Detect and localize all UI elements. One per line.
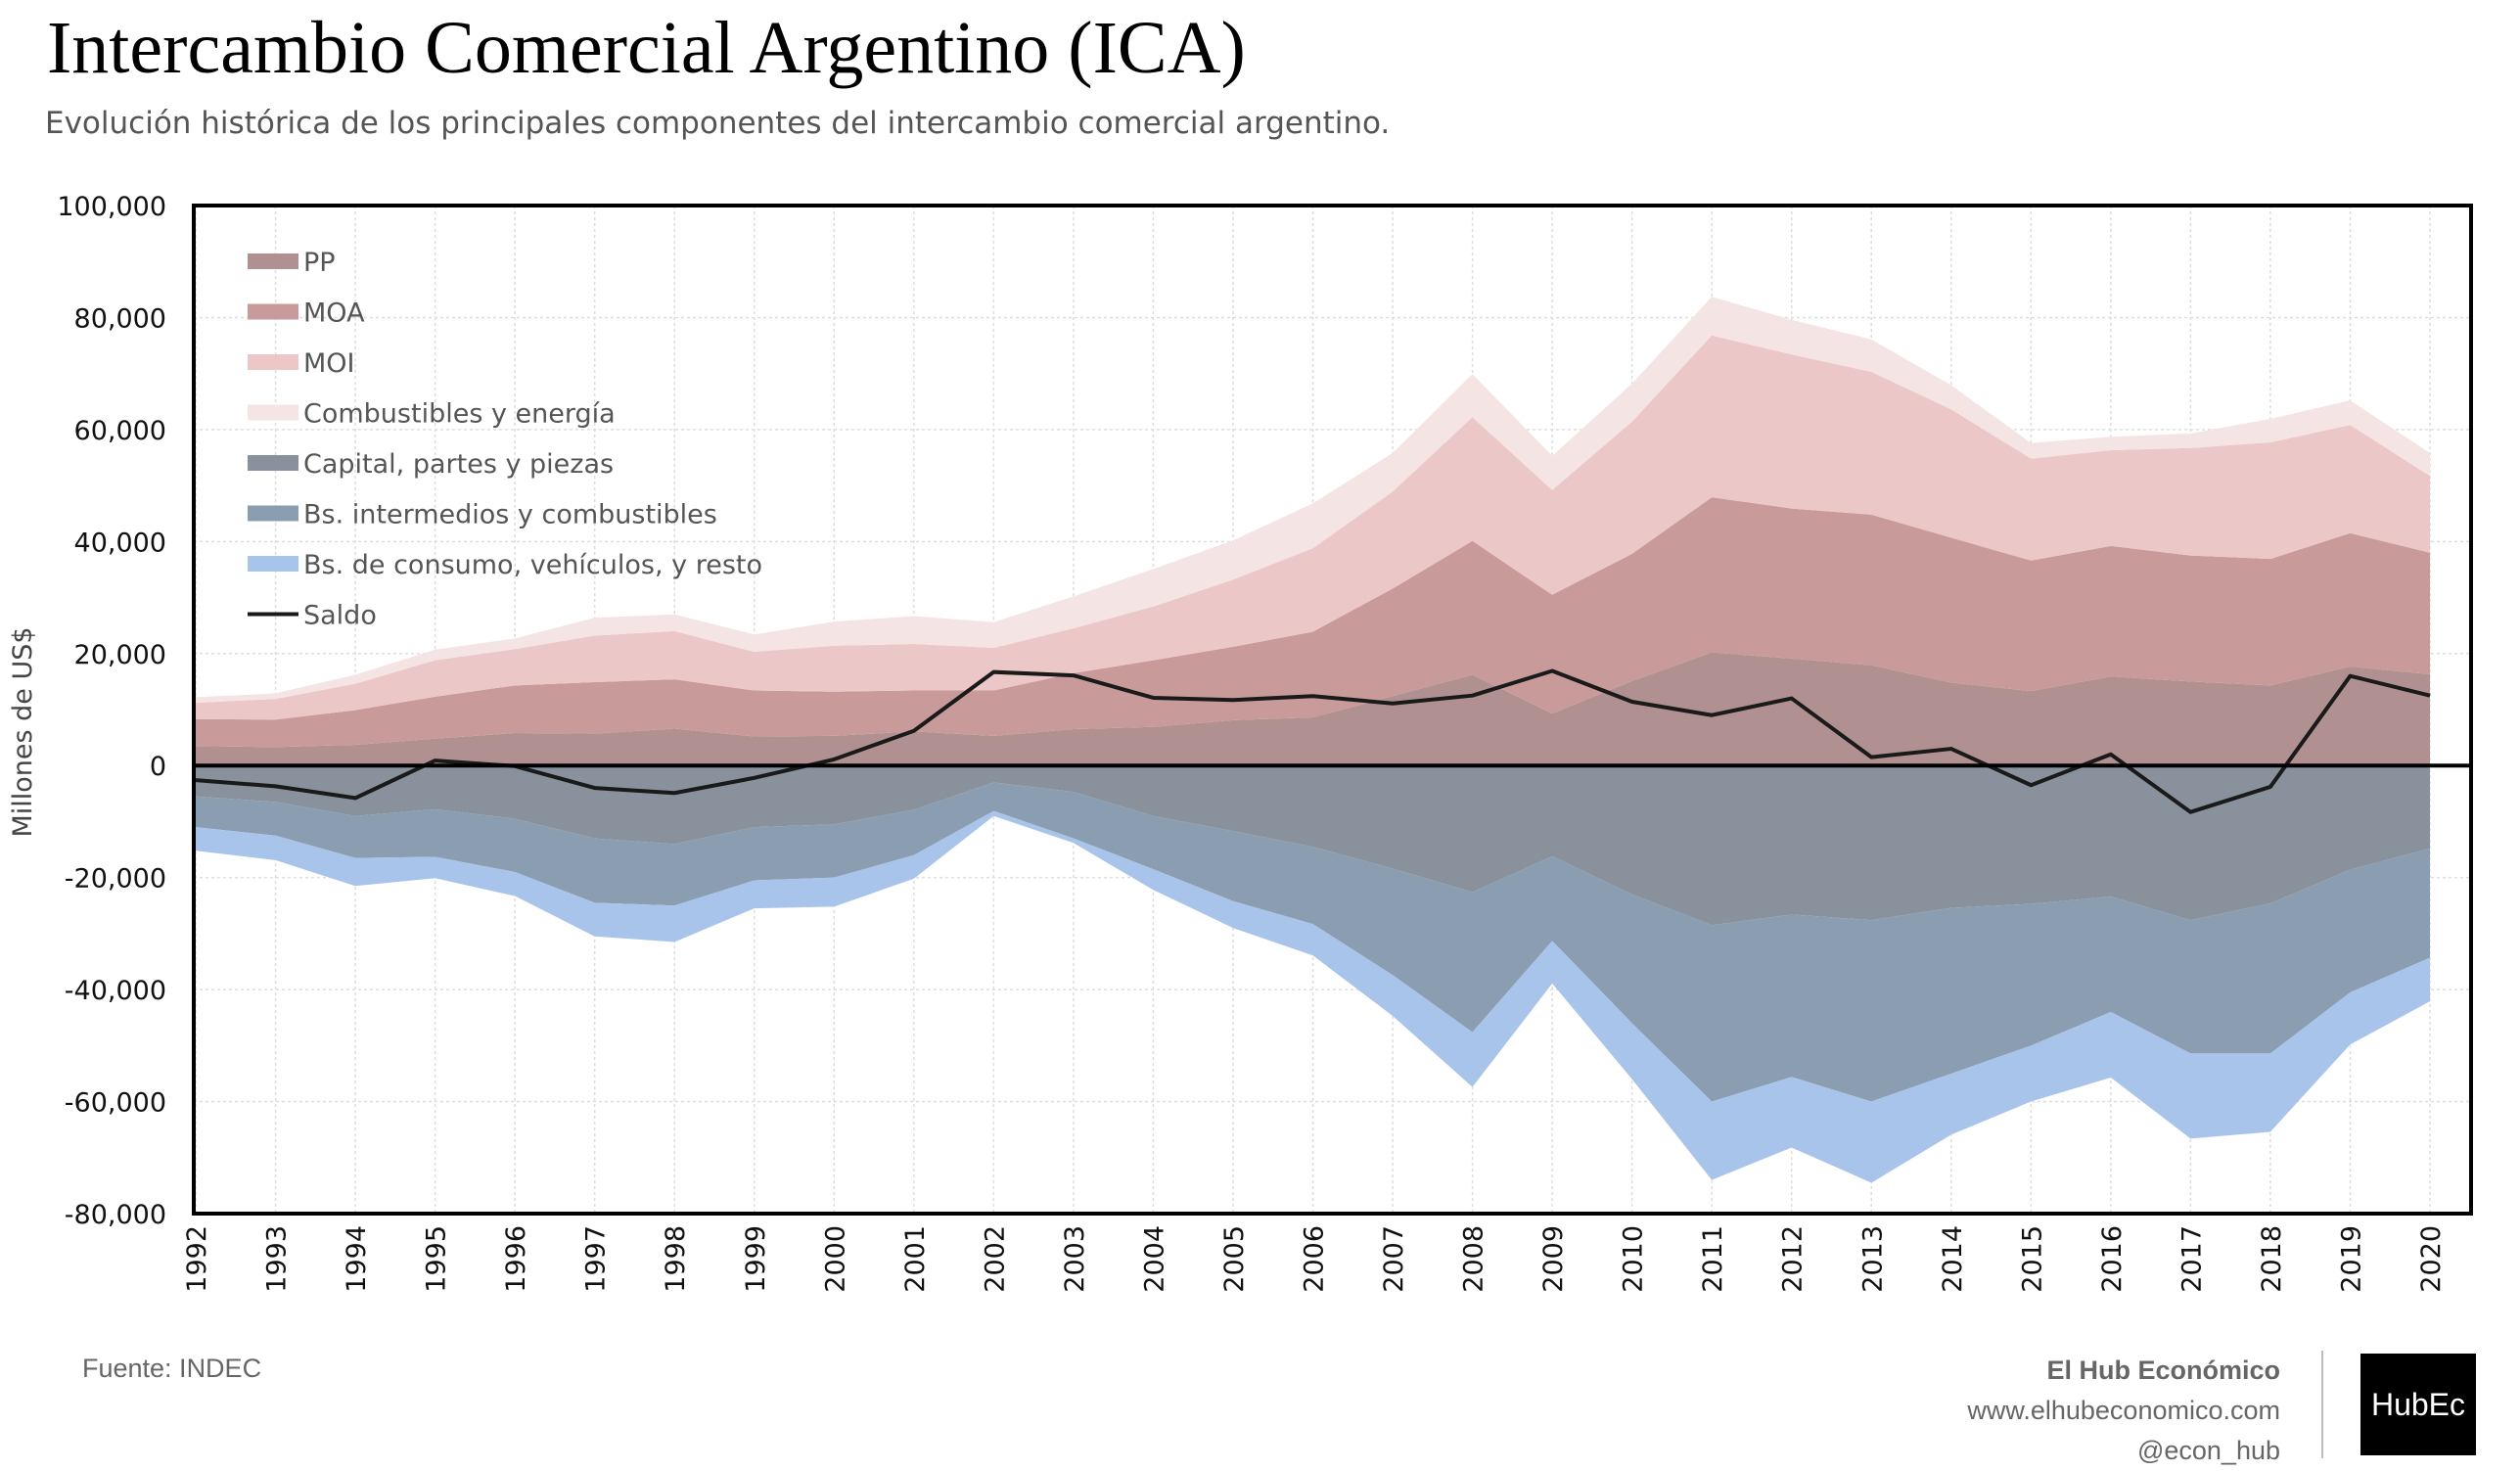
- x-tick-label: 2009: [1538, 1225, 1569, 1293]
- legend-swatch: [248, 404, 298, 421]
- legend-label: Bs. de consumo, vehículos, y resto: [303, 550, 762, 580]
- axes: 100,000 80,000 60,000 40,000 20,000 0 -20,000 -…: [57, 192, 2473, 1293]
- y-axis-label: Millones de US$: [8, 626, 38, 837]
- export-area-moa: [196, 497, 2430, 748]
- x-tick-label: 1997: [581, 1225, 612, 1293]
- export-area-moi: [196, 335, 2430, 720]
- brand-name: El Hub Económico: [2046, 1356, 2280, 1385]
- brand-block: El Hub Económico www.elhubeconomico.com …: [1967, 1351, 2280, 1471]
- hubec-logo: HubEc: [2360, 1354, 2476, 1455]
- x-tick-label: 2017: [2176, 1225, 2207, 1293]
- x-tick-label: 1993: [262, 1225, 293, 1293]
- source-note: Fuente: INDEC: [82, 1354, 262, 1383]
- x-tick-label: 2016: [2097, 1225, 2128, 1293]
- y-tick-label: 0: [150, 752, 166, 782]
- x-tick-label: 2001: [900, 1225, 931, 1293]
- x-tick-label: 2019: [2336, 1225, 2366, 1293]
- x-tick-label: 2020: [2416, 1225, 2447, 1293]
- legend-swatch: [248, 303, 298, 320]
- x-tick-label: 2015: [2017, 1225, 2047, 1293]
- stacked-areas: [196, 297, 2430, 1183]
- brand-url[interactable]: www.elhubeconomico.com: [1967, 1396, 2280, 1425]
- y-tick-label: -80,000: [65, 1200, 166, 1230]
- legend-swatch: [248, 455, 298, 471]
- x-tick-label: 1999: [741, 1225, 771, 1293]
- legend-swatch: [248, 556, 298, 572]
- y-tick-label: -60,000: [65, 1088, 166, 1119]
- page-subtitle: Evolución histórica de los principales c…: [45, 106, 1391, 141]
- page-title: Intercambio Comercial Argentino (ICA): [47, 7, 1246, 89]
- plot-frame: [192, 204, 2473, 1216]
- x-tick-label: 2005: [1219, 1225, 1250, 1293]
- trade-chart: 100,000 80,000 60,000 40,000 20,000 0 -20,000 -…: [8, 192, 2473, 1293]
- x-tick-label: 1992: [182, 1225, 212, 1293]
- x-tick-label: 2008: [1459, 1225, 1489, 1293]
- x-tick-label: 1994: [342, 1225, 372, 1293]
- legend-label: Capital, partes y piezas: [303, 449, 614, 480]
- y-tick-label: 80,000: [74, 303, 166, 334]
- legend-swatch: [248, 354, 298, 370]
- x-tick-label: 2004: [1139, 1225, 1169, 1293]
- y-tick-label: -40,000: [65, 976, 166, 1006]
- x-tick-label: 2010: [1619, 1225, 1649, 1293]
- legend-label: MOA: [303, 299, 365, 329]
- y-tick-label: -20,000: [65, 864, 166, 895]
- legend: PP MOA MOI Combustibles y energía Capital, p…: [248, 248, 762, 631]
- export-area-combustibles-y-energ-a: [196, 297, 2430, 704]
- y-tick-label: 40,000: [74, 528, 166, 558]
- brand-divider: [2321, 1351, 2323, 1458]
- legend-label: Saldo: [303, 601, 377, 631]
- brand-handle[interactable]: @econ_hub: [2136, 1436, 2280, 1465]
- x-tick-label: 1996: [501, 1225, 531, 1293]
- saldo-line: [195, 668, 2431, 814]
- legend-label: Bs. intermedios y combustibles: [303, 500, 717, 530]
- legend-label: MOI: [303, 348, 355, 379]
- x-tick-label: 2003: [1060, 1225, 1090, 1293]
- x-tick-label: 2011: [1698, 1225, 1728, 1293]
- legend-swatch: [248, 505, 298, 522]
- x-tick-label: 2000: [820, 1225, 850, 1293]
- legend-label: PP: [303, 248, 336, 278]
- x-tick-label: 2018: [2257, 1225, 2287, 1293]
- legend-swatch: [248, 253, 298, 269]
- x-tick-label: 2006: [1300, 1225, 1330, 1293]
- import-area-bs-de-consumo-veh-culos-y-resto: [196, 810, 2430, 1183]
- x-tick-label: 1998: [661, 1225, 691, 1293]
- y-tick-label: 20,000: [74, 640, 166, 670]
- y-tick-label: 100,000: [57, 192, 166, 222]
- x-tick-label: 1995: [422, 1225, 452, 1293]
- x-tick-label: 2012: [1778, 1225, 1809, 1293]
- import-area-bs-intermedios-y-combustibles: [196, 782, 2430, 1102]
- legend-label: Combustibles y energía: [303, 399, 616, 430]
- x-tick-label: 2014: [1938, 1225, 1968, 1293]
- x-tick-label: 2013: [1857, 1225, 1888, 1293]
- export-area-pp: [196, 652, 2430, 766]
- y-tick-label: 60,000: [74, 416, 166, 446]
- x-tick-label: 2002: [980, 1225, 1010, 1293]
- import-area-capital-partes-y-piezas: [196, 765, 2430, 926]
- x-tick-label: 2007: [1379, 1225, 1409, 1293]
- saldo-line-layer: [195, 668, 2431, 814]
